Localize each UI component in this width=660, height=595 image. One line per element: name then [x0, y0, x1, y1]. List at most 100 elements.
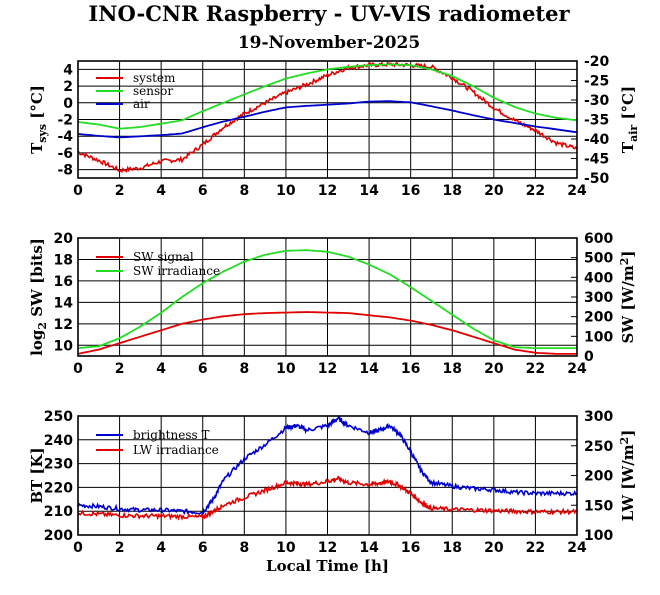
y2-tick-label: -20 [584, 54, 610, 70]
x-tick-label: 18 [443, 540, 462, 556]
panel-longwave: 0 2 4 6 8 10 12 14 16 18 20 22 242502402302202102003… [28, 409, 637, 575]
x-tick-label: 24 [567, 540, 587, 556]
x-tick-label: 18 [443, 183, 462, 199]
y2-tick-label: -30 [584, 93, 610, 109]
x-tick-label: 14 [359, 183, 379, 199]
x-tick-label: 2 [115, 540, 125, 556]
x-tick-label: 6 [198, 361, 208, 377]
x-tick-label: 10 [276, 361, 296, 377]
x-tick-label: 4 [156, 183, 166, 199]
x-tick-label: 12 [318, 361, 337, 377]
plot-frame [77, 60, 578, 179]
legend-label: system [133, 71, 176, 85]
x-tick-label: 22 [526, 183, 545, 199]
y-tick-label: 4 [63, 62, 73, 78]
y2-tick-label: 500 [584, 251, 613, 267]
y-tick-label: 200 [44, 528, 73, 544]
y-axis-label: Tsys [°C] [28, 85, 49, 154]
y2-axis-label: SW [W/m2] [618, 251, 637, 344]
series-line-brightness-t [77, 414, 578, 516]
x-tick-label: 18 [443, 361, 462, 377]
y2-tick-label: -40 [584, 132, 610, 148]
panel-temperature: 0 2 4 6 8 10 12 14 16 18 20 22 24420-2-4-6-8-20-25-3… [28, 54, 640, 199]
y-axis-label: BT [K] [28, 447, 46, 503]
x-tick-label: 22 [526, 361, 545, 377]
x-tick-label: 12 [318, 540, 337, 556]
y-tick-label: -2 [57, 113, 73, 129]
y-axis-label: log2 SW [bits] [28, 238, 49, 356]
x-tick-label: 12 [318, 183, 337, 199]
x-tick-label: 22 [526, 540, 545, 556]
x-axis-label: Local Time [h] [266, 557, 389, 575]
series-line-air [77, 100, 578, 139]
legend-label: LW irradiance [133, 443, 219, 457]
legend-label: sensor [133, 84, 173, 98]
y-tick-label: 220 [44, 480, 73, 496]
x-tick-label: 8 [239, 183, 249, 199]
y-tick-label: 0 [63, 96, 73, 112]
x-tick-label: 20 [484, 540, 504, 556]
x-tick-label: 16 [401, 361, 420, 377]
y2-axis-label: LW [W/m2] [618, 430, 637, 522]
x-tick-label: 20 [484, 361, 504, 377]
plot-frame [77, 237, 578, 357]
y2-tick-label: 300 [584, 409, 613, 425]
x-tick-label: 4 [156, 361, 166, 377]
x-tick-label: 6 [198, 540, 208, 556]
y2-tick-label: 150 [584, 498, 613, 514]
x-tick-label: 4 [156, 540, 166, 556]
x-tick-label: 0 [73, 540, 83, 556]
y-tick-label: 20 [54, 231, 74, 247]
x-tick-label: 8 [239, 361, 249, 377]
legend-label: SW signal [133, 250, 194, 264]
y-tick-label: 18 [54, 252, 73, 268]
y-tick-label: 210 [44, 504, 73, 520]
x-tick-label: 14 [359, 361, 379, 377]
x-tick-label: 0 [73, 183, 83, 199]
plot-frame [77, 415, 578, 536]
figure-title: INO-CNR Raspberry - UV-VIS radiometer [88, 1, 570, 26]
x-tick-label: 24 [567, 361, 587, 377]
x-tick-label: 16 [401, 540, 420, 556]
x-tick-label: 10 [276, 540, 296, 556]
y2-tick-label: 400 [584, 270, 613, 286]
series-line-sw-signal [77, 311, 577, 355]
x-tick-label: 0 [73, 361, 83, 377]
series-line-system [77, 61, 578, 173]
y-tick-label: 250 [44, 409, 73, 425]
y2-tick-label: 300 [584, 290, 613, 306]
legend-label: brightness T [133, 428, 209, 442]
y-tick-label: -6 [57, 146, 73, 162]
x-tick-label: 16 [401, 183, 420, 199]
y2-axis-label: Tair [°C] [619, 86, 640, 153]
y2-tick-label: -50 [584, 171, 610, 187]
x-tick-label: 2 [115, 183, 125, 199]
x-tick-label: 14 [359, 540, 379, 556]
y-tick-label: -8 [57, 163, 73, 179]
y2-tick-label: 600 [584, 231, 613, 247]
y-tick-label: 12 [54, 317, 73, 333]
y2-tick-label: 200 [584, 469, 613, 485]
series-line-sw-irradiance [77, 249, 577, 350]
y2-tick-label: 0 [584, 349, 594, 365]
y2-tick-label: -35 [584, 113, 609, 129]
y2-tick-label: 250 [584, 439, 613, 455]
x-tick-label: 6 [198, 183, 208, 199]
y-tick-label: 16 [54, 274, 73, 290]
x-tick-label: 10 [276, 183, 296, 199]
x-tick-label: 2 [115, 361, 125, 377]
y2-tick-label: 100 [584, 329, 613, 345]
legend-label: air [133, 97, 150, 111]
series-line-sensor [77, 63, 578, 130]
y-tick-label: -4 [57, 129, 73, 145]
figure-date: 19-November-2025 [238, 33, 420, 53]
y-tick-label: 240 [44, 433, 73, 449]
y2-tick-label: 100 [584, 528, 613, 544]
x-tick-label: 8 [239, 540, 249, 556]
panel-shortwave: 0 2 4 6 8 10 12 14 16 18 20 22 242018161412106005004… [28, 231, 637, 377]
y-tick-label: 230 [44, 457, 73, 473]
y-tick-label: 10 [54, 338, 74, 354]
y2-tick-label: -25 [584, 74, 609, 90]
legend-label: SW irradiance [133, 264, 220, 278]
